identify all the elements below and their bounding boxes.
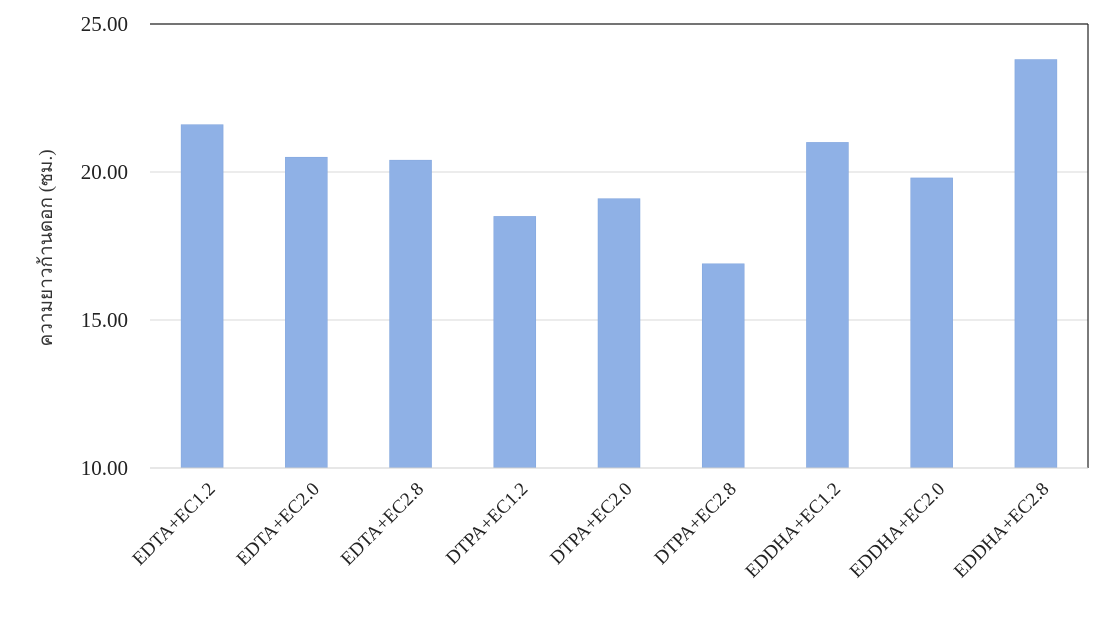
x-tick-label: EDDHA+EC2.0 [846, 479, 949, 582]
bars [180, 59, 1058, 469]
x-tick-label: DTPA+EC2.8 [651, 479, 741, 569]
y-tick-label: 15.00 [81, 308, 128, 332]
bar-eddha-ec2-0 [910, 177, 953, 469]
x-tick-label: EDTA+EC1.2 [129, 479, 220, 570]
bar-dtpa-ec2-0 [597, 198, 641, 469]
bar-edta-ec1-2 [180, 124, 224, 469]
axes [150, 23, 1089, 469]
bar-dtpa-ec1-2 [493, 216, 537, 469]
y-tick-label: 10.00 [81, 456, 128, 480]
x-tick-labels: EDTA+EC1.2 EDTA+EC2.0 EDTA+EC2.8 DTPA+EC1.2… [129, 479, 1054, 582]
bar-dtpa-ec2-8 [701, 263, 745, 469]
y-axis-title: ความยาวก้านดอก (ซม.) [36, 149, 57, 346]
y-tick-labels: 10.00 15.00 20.00 25.00 [81, 12, 128, 480]
bar-edta-ec2-8 [389, 159, 432, 469]
x-tick-label: DTPA+EC2.0 [546, 479, 636, 569]
x-tick-label: EDTA+EC2.8 [337, 479, 428, 570]
x-tick-label: EDDHA+EC1.2 [742, 479, 845, 582]
x-tick-label: EDDHA+EC2.8 [950, 479, 1053, 582]
x-tick-label: DTPA+EC1.2 [442, 479, 532, 569]
bar-eddha-ec1-2 [806, 142, 849, 469]
y-tick-label: 25.00 [81, 12, 128, 36]
y-tick-label: 20.00 [81, 160, 128, 184]
bar-edta-ec2-0 [285, 156, 328, 469]
x-tick-label: EDTA+EC2.0 [233, 479, 324, 570]
bar-eddha-ec2-8 [1014, 59, 1058, 469]
